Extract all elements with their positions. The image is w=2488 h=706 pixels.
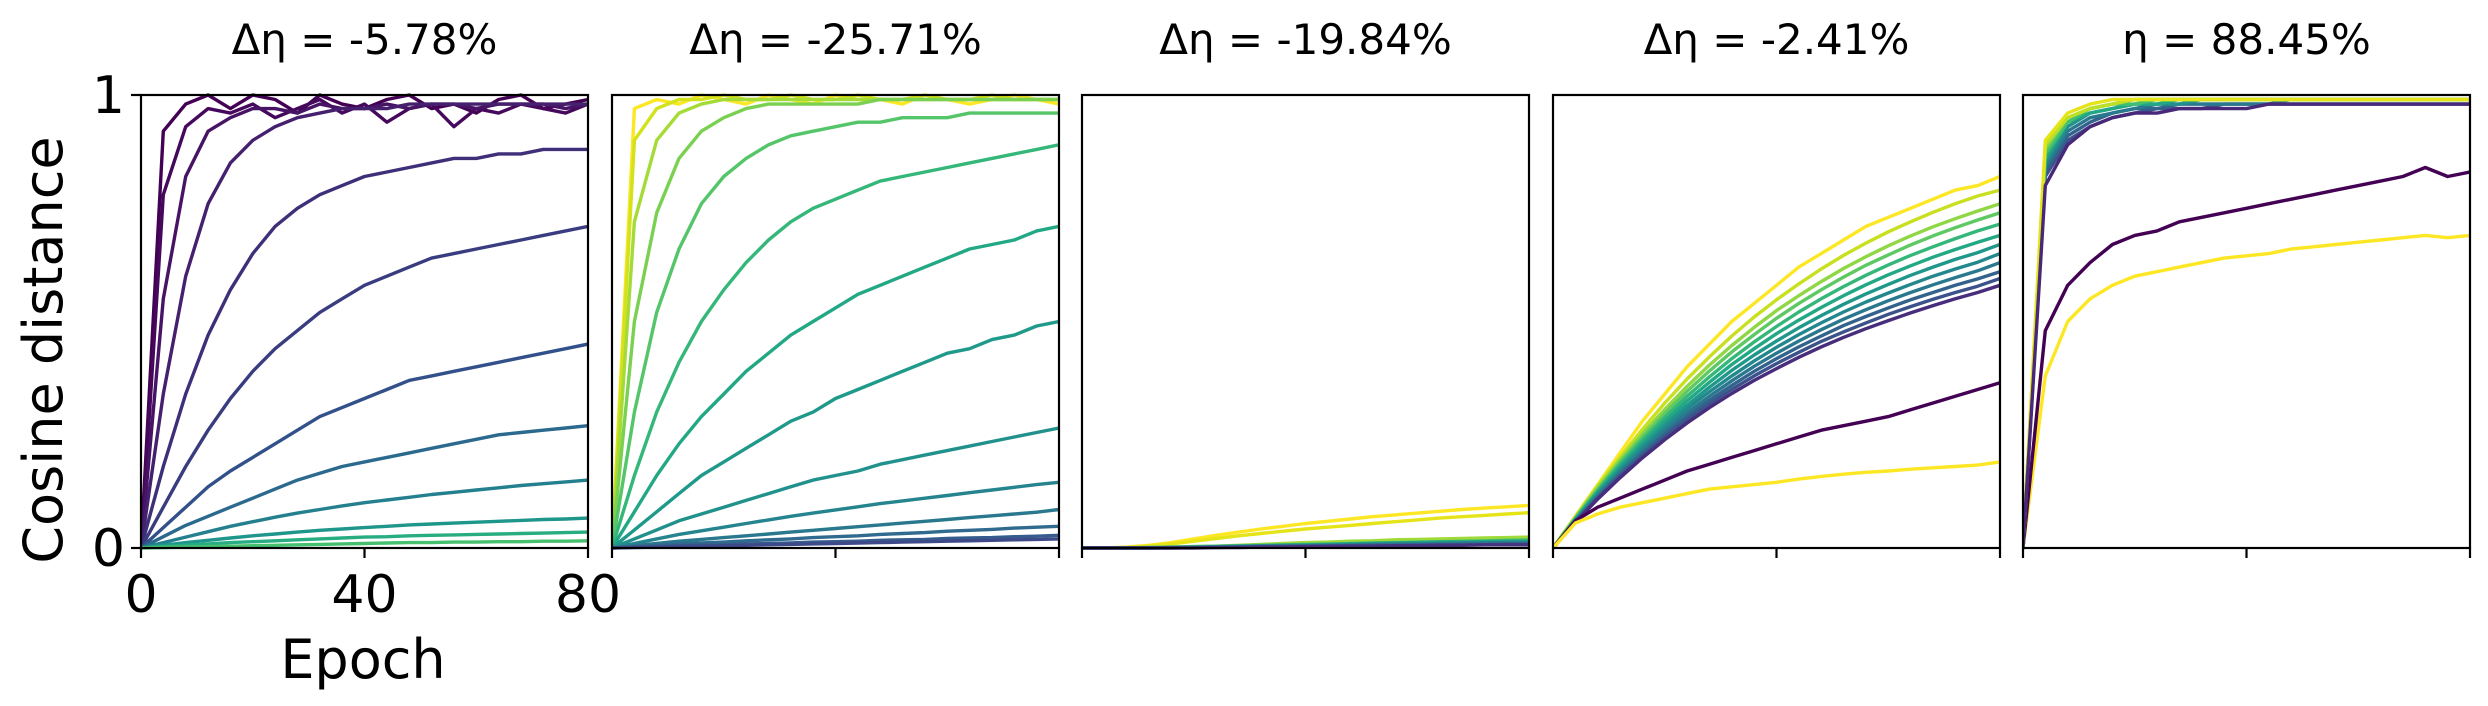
series-group <box>1553 174 2000 550</box>
panel-4: Δη = -2.41% <box>1551 15 2002 558</box>
series-line-1 <box>141 93 588 550</box>
series-line-13 <box>1553 381 2000 550</box>
series-line-4 <box>2023 102 2470 550</box>
series-line-12 <box>1553 283 2000 550</box>
series-line-14 <box>612 537 1059 550</box>
series-line-1 <box>2023 233 2470 550</box>
x-tick-label: 40 <box>331 565 397 625</box>
series-line-5 <box>1553 222 2000 550</box>
series-line-3 <box>141 102 588 550</box>
series-line-11 <box>2023 97 2470 550</box>
series-line-11 <box>141 530 588 550</box>
series-line-7 <box>1553 242 2000 550</box>
series-line-5 <box>141 147 588 550</box>
series-line-10 <box>141 516 588 550</box>
series-line-3 <box>1553 201 2000 550</box>
series-line-8 <box>141 424 588 550</box>
series-line-2 <box>1553 188 2000 550</box>
panel-title: Δη = -25.71% <box>689 15 982 64</box>
series-line-9 <box>2023 97 2470 550</box>
series-line-4 <box>1553 211 2000 550</box>
series-group <box>1082 503 1529 550</box>
plot-frame <box>1080 93 1531 550</box>
series-line-2 <box>141 97 588 550</box>
series-line-2 <box>1082 511 1529 550</box>
panel-5: η = 88.45% <box>2021 15 2472 558</box>
series-line-4 <box>141 102 588 550</box>
series-line-8 <box>612 319 1059 550</box>
series-line-2 <box>612 93 1059 550</box>
series-group <box>141 93 588 550</box>
series-line-9 <box>612 426 1059 550</box>
series-line-10 <box>612 480 1059 550</box>
panel-1: Δη = -5.78% 0 40 80 0 1 <box>92 15 621 625</box>
series-line-7 <box>2023 97 2470 550</box>
plot-frame <box>139 93 590 550</box>
series-line-7 <box>141 342 588 550</box>
series-line-9 <box>141 478 588 550</box>
series-line-6 <box>1553 233 2000 550</box>
panels-group: Δη = -5.78% 0 40 80 0 1 Δη = -25.71% Δη = -19.8… <box>92 15 2472 625</box>
x-axis-label: Epoch <box>280 628 445 691</box>
y-tick-label: 0 <box>92 519 125 579</box>
series-line-11 <box>612 507 1059 550</box>
x-tick-label: 80 <box>555 565 621 625</box>
series-line-5 <box>2023 97 2470 550</box>
panel-title: η = 88.45% <box>2122 15 2371 64</box>
series-group <box>612 93 1059 550</box>
series-line-12 <box>141 539 588 550</box>
series-line-12 <box>2023 102 2470 550</box>
series-line-6 <box>612 143 1059 550</box>
series-line-8 <box>2023 97 2470 550</box>
series-line-3 <box>612 97 1059 550</box>
series-line-3 <box>2023 102 2470 550</box>
series-line-2 <box>2023 165 2470 550</box>
series-line-7 <box>612 224 1059 550</box>
series-line-1 <box>1553 174 2000 550</box>
series-group <box>2023 97 2470 550</box>
panel-title: Δη = -2.41% <box>1644 15 1910 64</box>
series-line-12 <box>612 524 1059 550</box>
y-tick-label: 1 <box>92 66 125 126</box>
series-line-4 <box>612 97 1059 550</box>
plot-frame <box>610 93 1061 550</box>
panel-2: Δη = -25.71% <box>610 15 1061 558</box>
series-line-10 <box>2023 97 2470 550</box>
x-tick-label: 0 <box>124 565 157 625</box>
panel-title: Δη = -5.78% <box>232 15 498 64</box>
panel-3: Δη = -19.84% <box>1080 15 1531 558</box>
panel-title: Δη = -19.84% <box>1159 15 1452 64</box>
series-line-1 <box>612 93 1059 550</box>
plot-frame <box>2021 93 2472 550</box>
series-line-5 <box>612 111 1059 550</box>
series-line-6 <box>141 224 588 550</box>
series-line-6 <box>2023 97 2470 550</box>
series-line-14 <box>1553 460 2000 550</box>
y-axis-label: Cosine distance <box>12 136 75 563</box>
